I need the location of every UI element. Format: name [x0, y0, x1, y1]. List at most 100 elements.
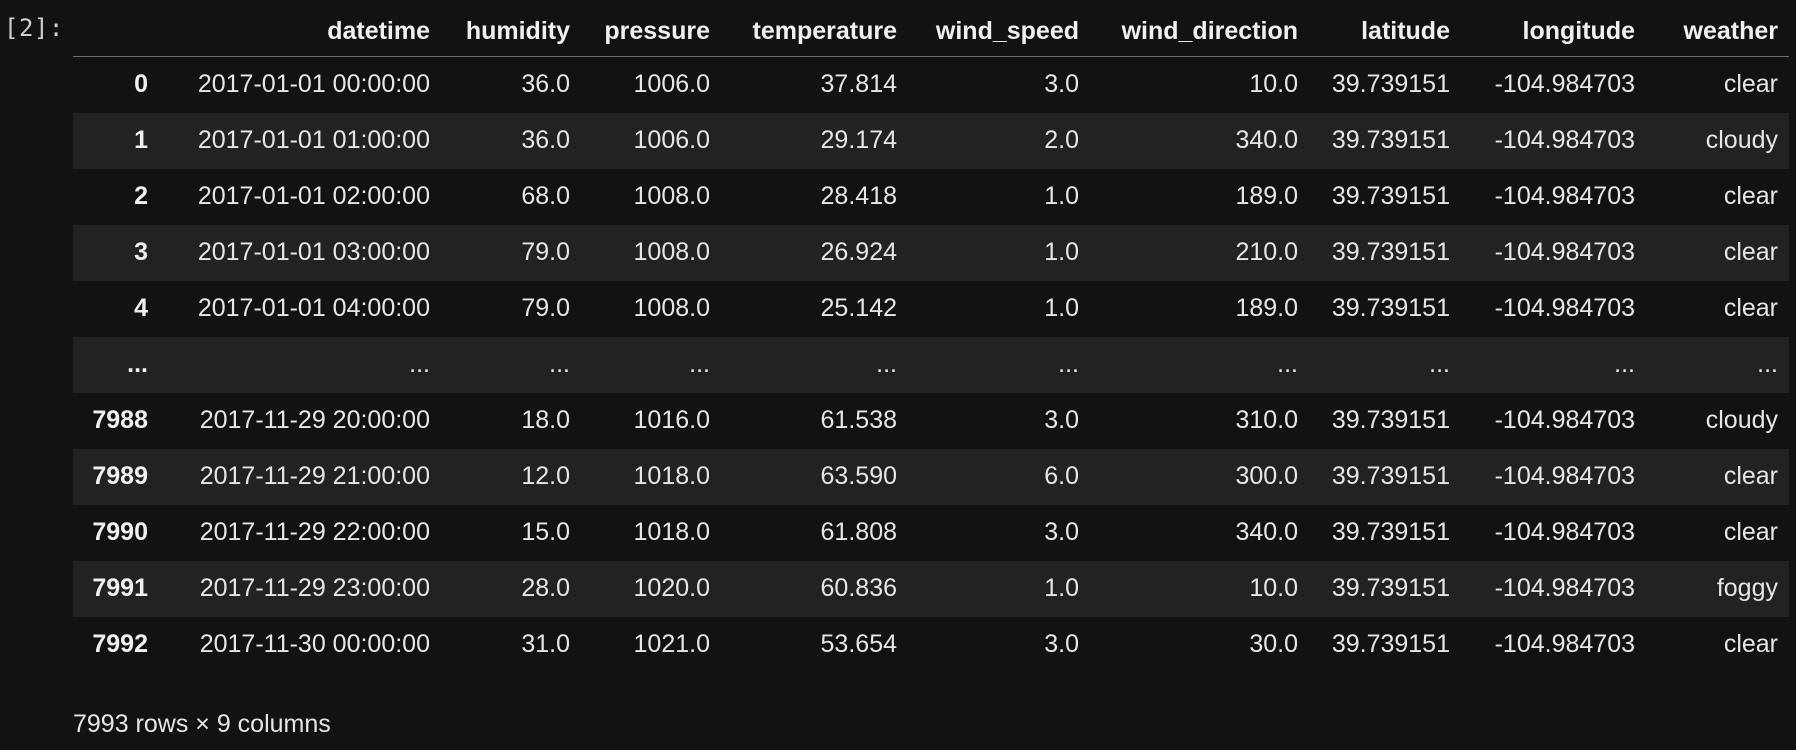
column-header-latitude: latitude — [1309, 6, 1461, 57]
cell-wind-speed: 3.0 — [1044, 406, 1079, 434]
row-index: 4 — [134, 294, 148, 322]
cell-datetime: 2017-11-29 22:00:00 — [199, 518, 430, 546]
cell-datetime: 2017-01-01 02:00:00 — [197, 182, 430, 210]
cell-pressure: 1006.0 — [633, 126, 710, 154]
cell-temperature: 37.814 — [820, 70, 897, 99]
cell-temperature: ... — [876, 350, 897, 378]
cell-latitude: 39.739151 — [1331, 126, 1450, 154]
table-row: 0 2017-01-01 00:00:00 36.0 1006.0 37.814 3.0 1… — [73, 56, 1789, 113]
cell-wind-direction: 340.0 — [1235, 126, 1298, 154]
dataframe-shape-label: 7993 rows × 9 columns — [73, 710, 331, 738]
cell-wind-speed: 2.0 — [1044, 126, 1079, 154]
row-index: 0 — [134, 70, 148, 99]
column-header-pressure: pressure — [581, 6, 721, 57]
column-header-longitude: longitude — [1461, 6, 1646, 57]
dataframe-table: datetime humidity pressure temperature wind_… — [73, 6, 1789, 673]
table-row: 1 2017-01-01 01:00:00 36.0 1006.0 29.174 2.0 3… — [73, 112, 1789, 169]
row-index: 7992 — [92, 630, 148, 658]
cell-latitude: 39.739151 — [1331, 518, 1450, 546]
cell-humidity: 28.0 — [521, 574, 570, 602]
cell-longitude: -104.984703 — [1494, 238, 1635, 266]
cell-latitude: 39.739151 — [1331, 406, 1450, 434]
row-index: 7990 — [92, 518, 148, 546]
cell-wind-direction: 189.0 — [1235, 294, 1298, 322]
cell-datetime: 2017-11-29 20:00:00 — [199, 406, 430, 434]
cell-weather: clear — [1723, 294, 1778, 322]
cell-weather: ... — [1757, 350, 1778, 378]
cell-weather: clear — [1723, 182, 1778, 210]
cell-datetime: ... — [409, 350, 430, 378]
cell-latitude: ... — [1429, 350, 1450, 378]
cell-temperature: 28.418 — [820, 182, 897, 210]
cell-humidity: 79.0 — [521, 294, 570, 322]
cell-pressure: 1020.0 — [633, 574, 710, 602]
cell-longitude: -104.984703 — [1494, 294, 1635, 322]
cell-weather: clear — [1723, 238, 1778, 266]
cell-temperature: 61.538 — [820, 406, 897, 434]
cell-wind-direction: ... — [1277, 350, 1298, 378]
cell-wind-speed: 1.0 — [1044, 182, 1079, 210]
cell-weather: foggy — [1716, 574, 1778, 602]
cell-wind-speed: 1.0 — [1044, 574, 1079, 602]
table-row: 7990 2017-11-29 22:00:00 15.0 1018.0 61.808 3… — [73, 504, 1789, 561]
cell-longitude: ... — [1614, 350, 1635, 378]
table-body: 0 2017-01-01 00:00:00 36.0 1006.0 37.814 3.0 1… — [73, 56, 1789, 673]
row-index: 7988 — [92, 406, 148, 434]
row-index: 7989 — [92, 462, 148, 490]
cell-weather: clear — [1723, 630, 1778, 658]
column-header-temperature: temperature — [721, 6, 908, 57]
cell-longitude: -104.984703 — [1494, 574, 1635, 602]
cell-humidity: 36.0 — [521, 70, 570, 99]
table-row: 7988 2017-11-29 20:00:00 18.0 1016.0 61.538 3… — [73, 392, 1789, 449]
cell-pressure: 1018.0 — [633, 462, 710, 490]
row-index: 2 — [134, 182, 148, 210]
cell-wind-direction: 10.0 — [1249, 574, 1298, 602]
cell-pressure: 1008.0 — [633, 182, 710, 210]
table-row: 7991 2017-11-29 23:00:00 28.0 1020.0 60.836 1… — [73, 560, 1789, 617]
column-header-humidity: humidity — [441, 6, 581, 57]
cell-humidity: 36.0 — [521, 126, 570, 154]
cell-wind-speed: 3.0 — [1044, 630, 1079, 658]
table-row: 7989 2017-11-29 21:00:00 12.0 1018.0 63.590 6… — [73, 448, 1789, 505]
cell-datetime: 2017-11-29 21:00:00 — [199, 462, 430, 490]
row-index: 7991 — [92, 574, 148, 602]
cell-datetime: 2017-01-01 01:00:00 — [197, 126, 430, 154]
cell-weather: clear — [1723, 462, 1778, 490]
cell-weather: cloudy — [1705, 406, 1778, 434]
column-header-weather: weather — [1646, 6, 1789, 57]
cell-datetime: 2017-01-01 04:00:00 — [197, 294, 430, 322]
cell-pressure: 1018.0 — [633, 518, 710, 546]
cell-longitude: -104.984703 — [1494, 126, 1635, 154]
cell-wind-speed: 3.0 — [1044, 70, 1079, 99]
cell-temperature: 53.654 — [820, 630, 897, 658]
cell-wind-speed: 1.0 — [1044, 238, 1079, 266]
cell-datetime: 2017-01-01 03:00:00 — [197, 238, 430, 266]
cell-weather: clear — [1723, 70, 1778, 99]
cell-wind-direction: 340.0 — [1235, 518, 1298, 546]
table-row: 7992 2017-11-30 00:00:00 31.0 1021.0 53.654 3… — [73, 616, 1789, 673]
cell-wind-direction: 210.0 — [1235, 238, 1298, 266]
cell-wind-direction: 189.0 — [1235, 182, 1298, 210]
cell-pressure: 1006.0 — [633, 70, 710, 99]
column-header-wind-speed: wind_speed — [908, 6, 1090, 57]
cell-latitude: 39.739151 — [1331, 574, 1450, 602]
row-index: 1 — [134, 126, 148, 154]
table-row: 4 2017-01-01 04:00:00 79.0 1008.0 25.142 1.0 1… — [73, 280, 1789, 337]
cell-longitude: -104.984703 — [1494, 630, 1635, 658]
cell-wind-direction: 30.0 — [1249, 630, 1298, 658]
cell-datetime: 2017-11-29 23:00:00 — [199, 574, 430, 602]
cell-humidity: ... — [549, 350, 570, 378]
cell-humidity: 18.0 — [521, 406, 570, 434]
cell-humidity: 79.0 — [521, 238, 570, 266]
cell-longitude: -104.984703 — [1494, 462, 1635, 490]
cell-wind-speed: 6.0 — [1044, 462, 1079, 490]
header-row: datetime humidity pressure temperature wind_… — [73, 6, 1789, 57]
cell-humidity: 68.0 — [521, 182, 570, 210]
cell-wind-speed: 1.0 — [1044, 294, 1079, 322]
cell-pressure: 1008.0 — [633, 238, 710, 266]
cell-longitude: -104.984703 — [1494, 518, 1635, 546]
cell-latitude: 39.739151 — [1331, 182, 1450, 210]
table-row: .............................. — [73, 336, 1789, 393]
cell-latitude: 39.739151 — [1331, 462, 1450, 490]
cell-temperature: 60.836 — [820, 574, 897, 602]
